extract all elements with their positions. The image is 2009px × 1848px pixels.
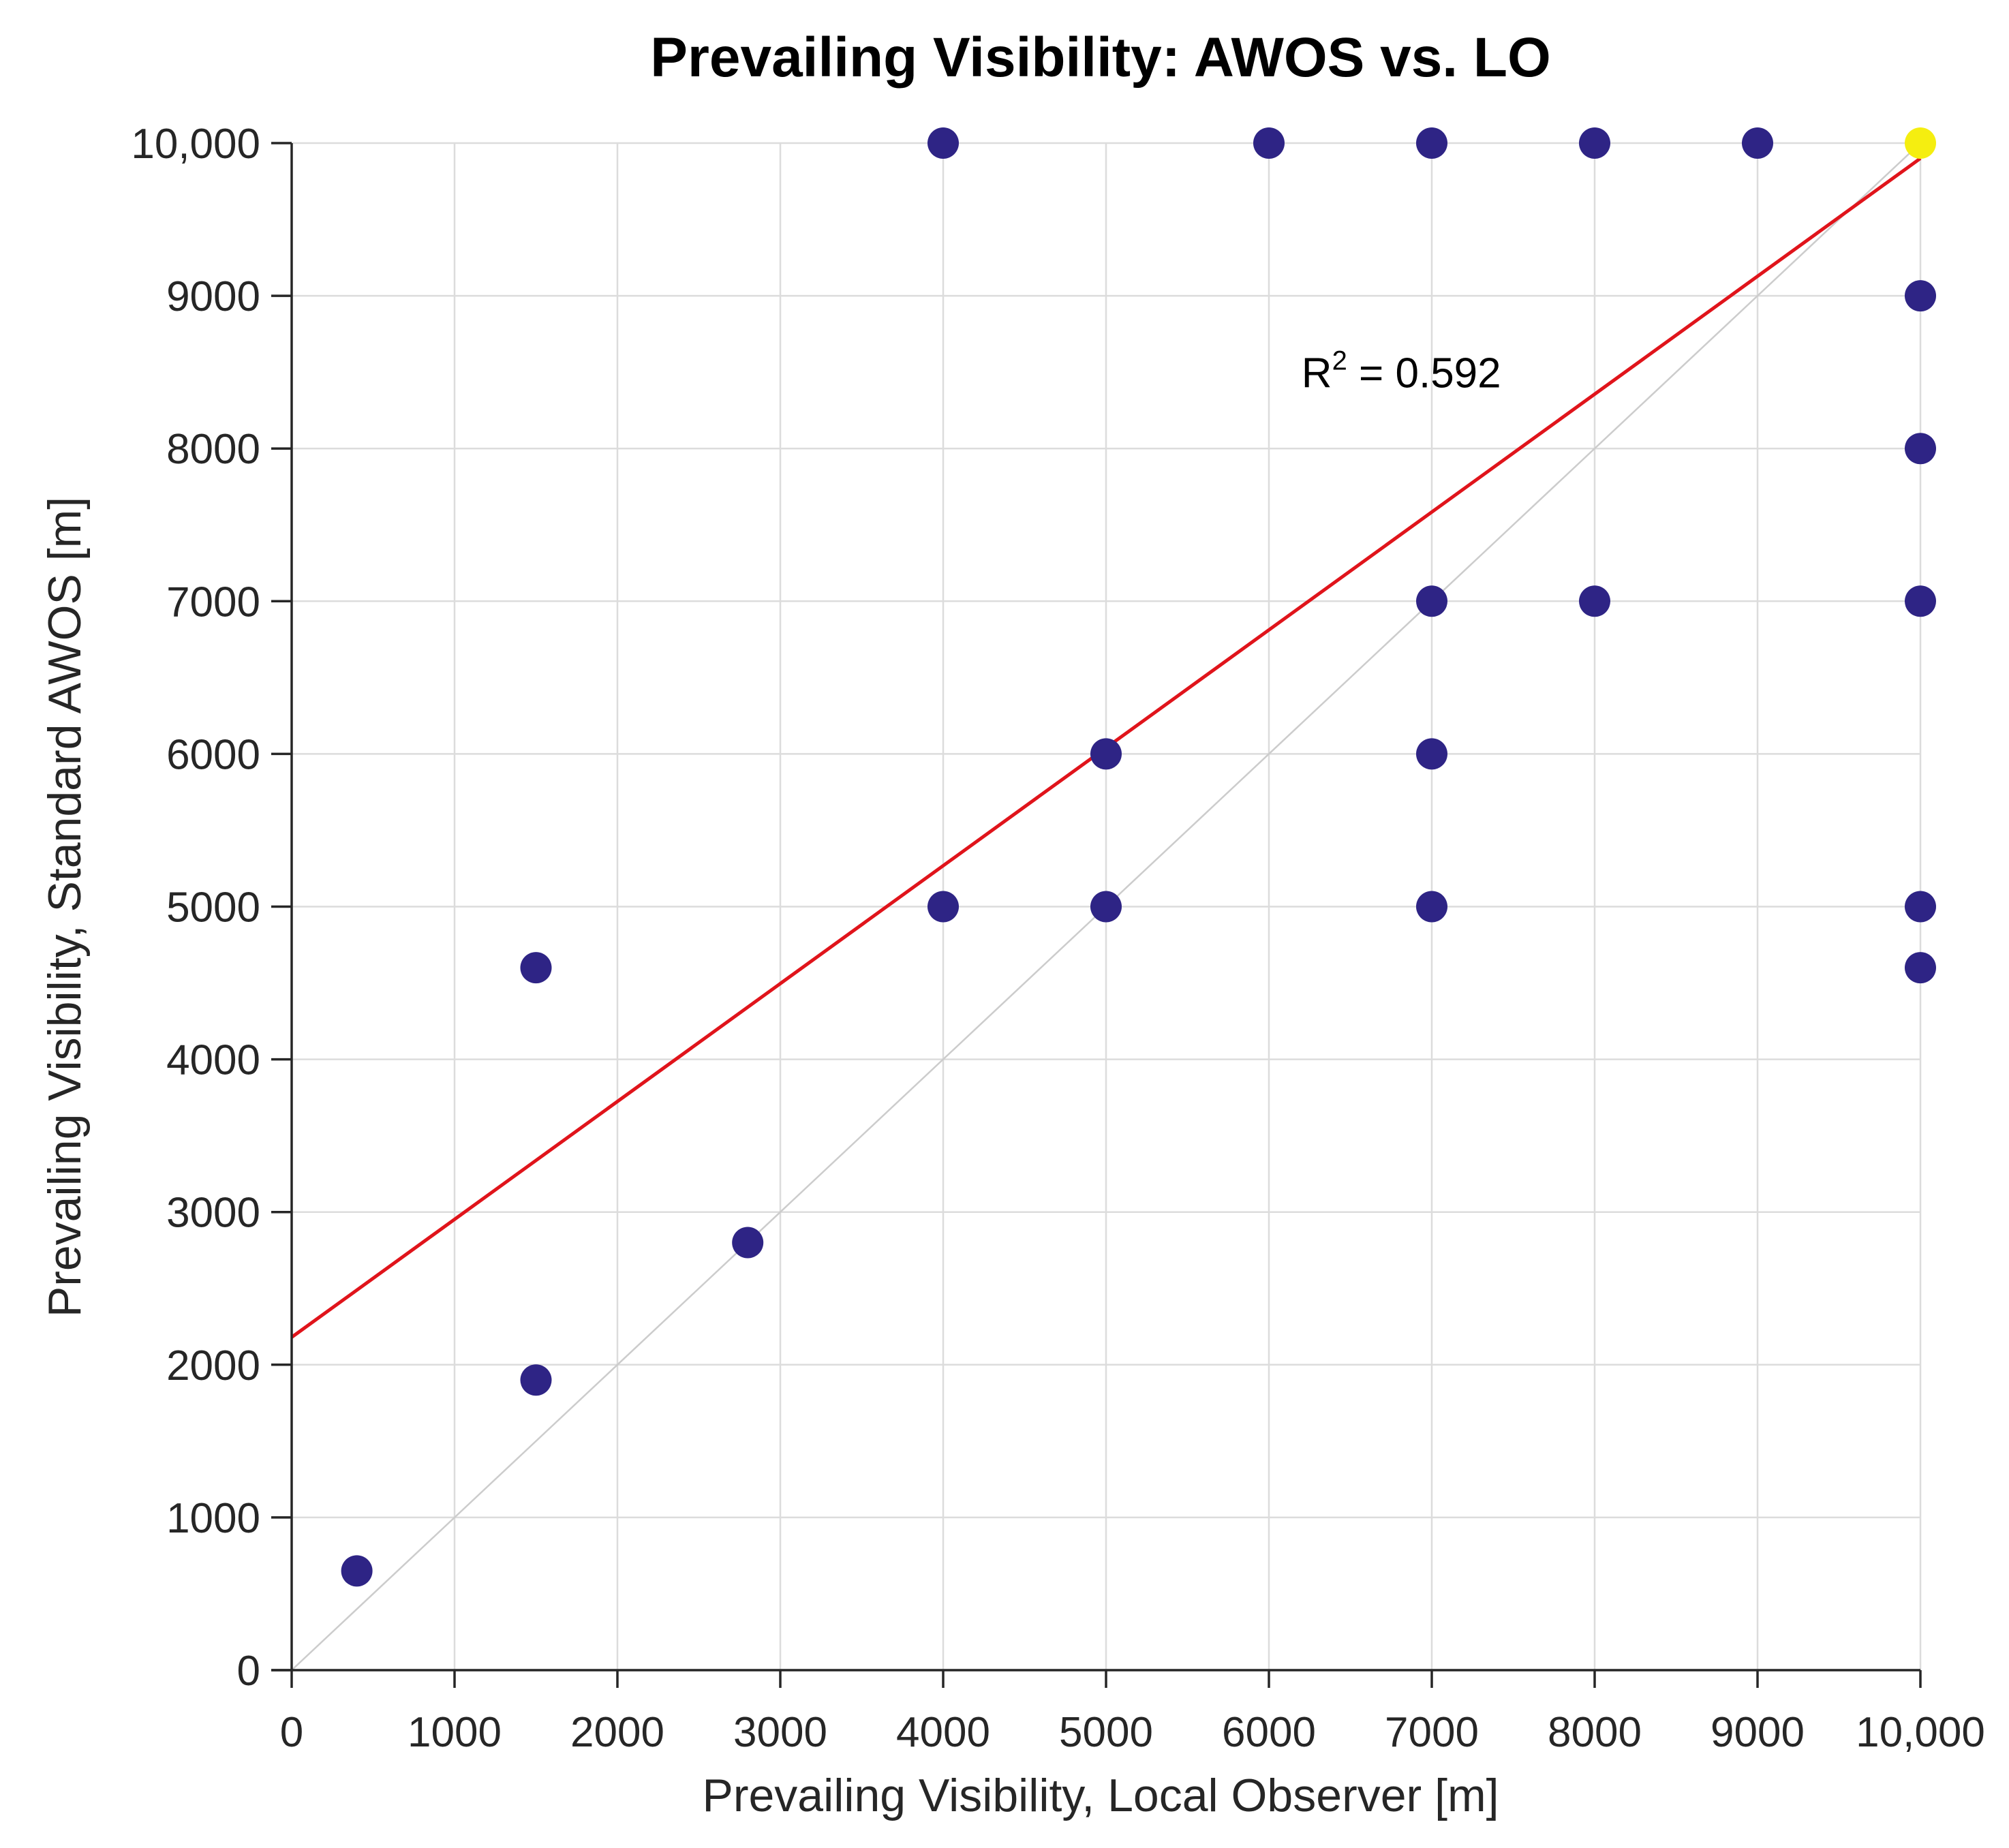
y-tick-labels: 0 1000 2000 3000 4000 5000 6000 7000 8000 9000 10,… <box>131 121 260 1695</box>
data-point <box>1905 433 1936 465</box>
x-tick-label: 0 <box>280 1709 303 1756</box>
data-point <box>1416 891 1447 923</box>
data-point <box>732 1227 764 1259</box>
y-tick-label: 4000 <box>166 1037 260 1084</box>
y-tick-label: 3000 <box>166 1190 260 1237</box>
x-tick-labels: 0 1000 2000 3000 4000 5000 6000 7000 8000 9000 10,… <box>280 1709 1985 1756</box>
data-point <box>1416 738 1447 770</box>
data-point <box>1253 127 1285 159</box>
data-point <box>1905 280 1936 312</box>
y-tick-label: 7000 <box>166 579 260 626</box>
x-tick-label: 10,000 <box>1856 1709 1985 1756</box>
x-tick-label: 7000 <box>1385 1709 1479 1756</box>
x-tick-label: 1000 <box>408 1709 502 1756</box>
r-squared-annotation: R2 = 0.592 <box>1302 346 1501 397</box>
x-tick-label: 4000 <box>896 1709 990 1756</box>
r-squared-value: = 0.592 <box>1347 350 1501 397</box>
highlighted-data-point <box>1905 127 1936 159</box>
x-axis-label: Prevailing Visibility, Local Observer [m… <box>702 1770 1499 1821</box>
x-tick-label: 6000 <box>1222 1709 1316 1756</box>
y-tick-label: 9000 <box>166 273 260 320</box>
data-point <box>1905 585 1936 617</box>
grid <box>292 142 1922 1670</box>
y-tick-label: 0 <box>237 1648 260 1695</box>
x-tick-label: 8000 <box>1548 1709 1642 1756</box>
data-point <box>1090 738 1122 770</box>
x-tick-label: 5000 <box>1059 1709 1153 1756</box>
data-point <box>1579 585 1610 617</box>
y-tick-label: 10,000 <box>131 121 260 168</box>
y-tick-label: 5000 <box>166 884 260 931</box>
data-point <box>1416 585 1447 617</box>
y-tick-label: 8000 <box>166 426 260 473</box>
data-point <box>520 952 552 984</box>
axes <box>271 142 1922 1688</box>
data-point <box>341 1555 373 1587</box>
data-point <box>1090 891 1122 923</box>
r-squared-superscript: 2 <box>1332 346 1347 376</box>
y-tick-label: 1000 <box>166 1495 260 1542</box>
data-point <box>1742 127 1773 159</box>
data-point <box>927 127 959 159</box>
data-point <box>520 1364 552 1396</box>
y-tick-label: 6000 <box>166 731 260 778</box>
data-point <box>1579 127 1610 159</box>
data-points <box>341 127 1936 1587</box>
x-tick-label: 2000 <box>570 1709 664 1756</box>
data-point <box>1416 127 1447 159</box>
x-tick-label: 3000 <box>733 1709 827 1756</box>
r-squared-base: R <box>1302 350 1332 397</box>
data-point <box>1905 891 1936 923</box>
y-tick-label: 2000 <box>166 1342 260 1389</box>
data-point <box>927 891 959 923</box>
data-point <box>1905 952 1936 984</box>
chart-title: Prevailing Visibility: AWOS vs. LO <box>650 27 1551 89</box>
y-axis-label: Prevailing Visibility, Standard AWOS [m] <box>39 497 91 1317</box>
x-tick-label: 9000 <box>1711 1709 1805 1756</box>
